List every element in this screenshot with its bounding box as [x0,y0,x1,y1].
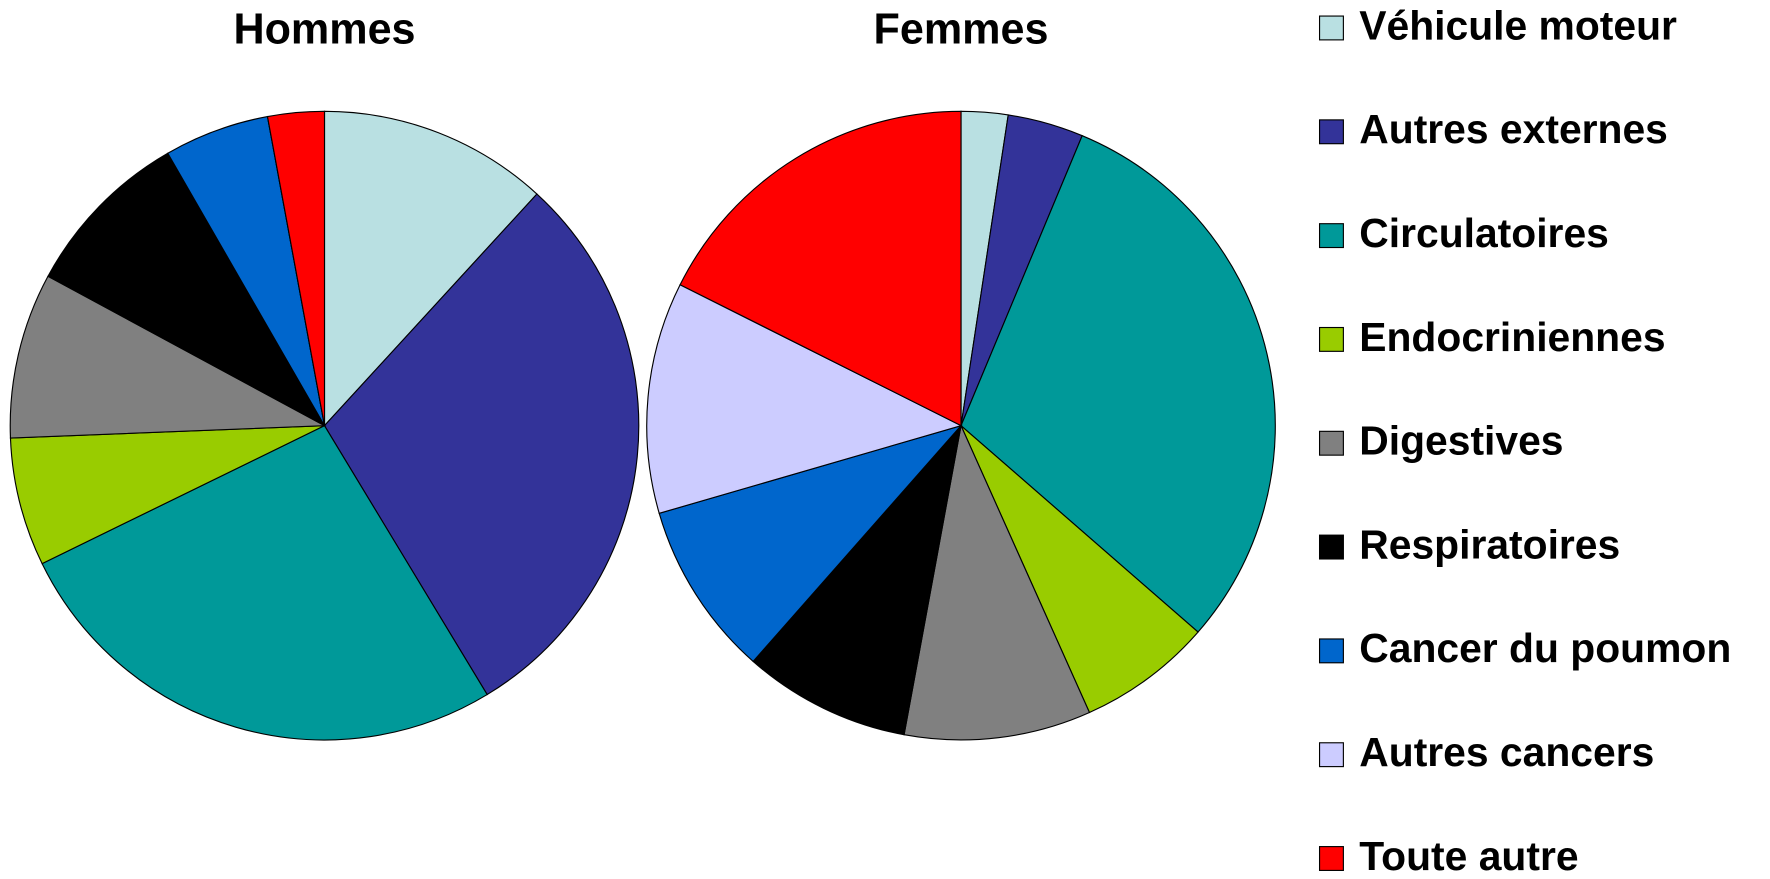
legend-label: Autres externes [1359,106,1668,152]
pie-slice [752,423,962,736]
legend-label: Autres cancers [1359,729,1654,775]
pie-slice [9,275,327,439]
legend-swatch [1318,430,1344,456]
legend-label: Cancer du poumon [1359,625,1731,671]
pie-slice [903,423,1091,741]
legend-swatch [1318,638,1344,664]
legend-label: Véhicule moteur [1359,2,1677,48]
pie-slice [9,425,325,565]
legend-swatch [1318,326,1344,352]
legend-swatch [1318,119,1344,145]
pie-slice [960,134,1276,633]
pie-slice [646,283,963,515]
pie-slice [266,110,326,426]
chart-title: Hommes [233,5,415,53]
pie-slice [658,424,963,663]
pie-slice [323,193,640,696]
legend-label: Toute autre [1359,833,1578,874]
legend-swatch [1318,15,1344,41]
chart-title: Femmes [874,5,1049,53]
pie-slice [679,110,962,427]
legend-swatch [1318,223,1344,249]
pie-slice [960,425,1199,714]
pie-slice [323,110,538,428]
legend-swatch [1318,534,1344,560]
pie-slice [47,152,326,428]
legend-label: Circulatoires [1359,210,1609,256]
legend-swatch [1318,742,1344,768]
legend-label: Endocriniennes [1359,314,1665,360]
legend-label: Digestives [1359,418,1563,464]
pie-slice [41,424,488,741]
legend-label: Respiratoires [1359,521,1620,567]
legend-swatch [1318,846,1344,871]
